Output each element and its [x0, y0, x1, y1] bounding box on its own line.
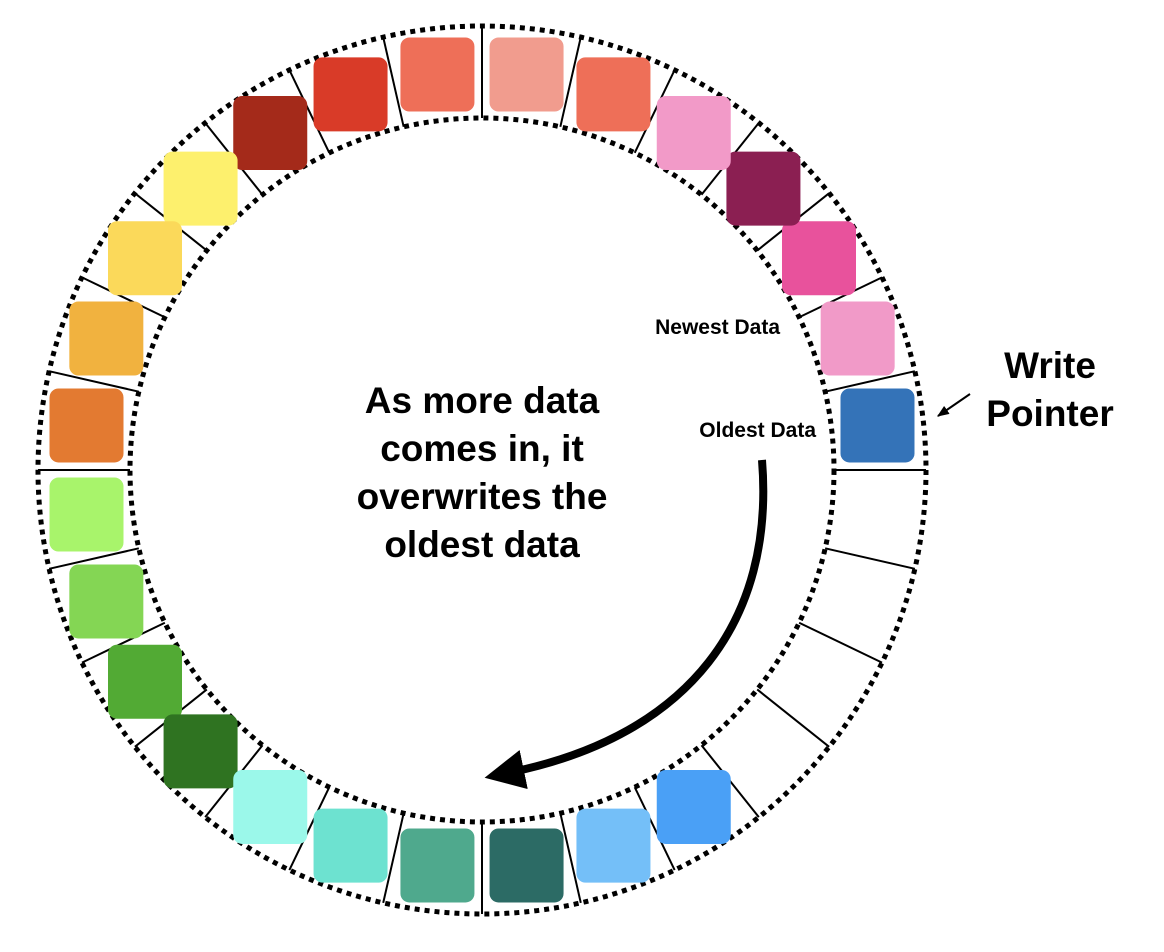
buffer-slot	[820, 301, 895, 376]
buffer-slot	[656, 96, 731, 171]
buffer-slot	[781, 221, 856, 296]
buffer-slot	[163, 714, 238, 789]
buffer-slot	[108, 644, 183, 719]
buffer-slot	[49, 388, 124, 463]
oldest-data-label: Oldest Data	[699, 419, 816, 442]
buffer-slot	[49, 477, 124, 552]
buffer-slot	[69, 301, 144, 376]
buffer-slot	[576, 57, 651, 132]
buffer-slot	[400, 37, 475, 112]
slot-divider	[48, 547, 140, 570]
slot-divider	[559, 36, 582, 128]
buffer-slot	[489, 828, 564, 903]
slot-divider	[559, 812, 582, 904]
buffer-slot	[840, 388, 915, 463]
overwrite-direction-arrow	[484, 459, 768, 790]
slot-divider	[633, 786, 676, 871]
buffer-slot	[313, 57, 388, 132]
write-pointer-label-line-2: Pointer	[986, 393, 1113, 434]
buffer-slot	[489, 37, 564, 112]
write-pointer-arrow	[937, 393, 971, 417]
buffer-slot	[163, 151, 238, 226]
center-text-line-4: oldest data	[384, 524, 580, 565]
center-text-line-2: comes in, it	[380, 428, 584, 469]
inner-ring	[127, 115, 837, 825]
center-text-line-3: overwrites the	[357, 476, 608, 517]
slot-divider	[382, 812, 405, 904]
slot-divider	[81, 276, 166, 319]
buffer-slot	[576, 808, 651, 883]
slot-divider	[48, 370, 140, 393]
slot-divider	[288, 69, 331, 154]
buffer-slot	[656, 769, 731, 844]
slot-divider	[756, 688, 830, 748]
buffer-slot	[233, 769, 308, 844]
buffer-slot	[233, 96, 308, 171]
buffer-slot	[400, 828, 475, 903]
slot-divider	[824, 547, 916, 570]
slot-divider	[382, 36, 405, 128]
slot-divider	[798, 621, 883, 664]
buffer-slots	[49, 37, 915, 903]
center-text-line-1: As more data	[365, 380, 600, 421]
slot-divider	[288, 786, 331, 871]
buffer-slot	[69, 564, 144, 639]
slot-divider	[824, 370, 916, 393]
slot-divider	[81, 621, 166, 664]
write-pointer-label-line-1: Write	[1004, 345, 1096, 386]
buffer-slot	[108, 221, 183, 296]
slot-divider	[798, 276, 883, 319]
buffer-slot	[726, 151, 801, 226]
slot-divider	[633, 69, 676, 154]
buffer-slot	[313, 808, 388, 883]
newest-data-label: Newest Data	[655, 316, 780, 339]
